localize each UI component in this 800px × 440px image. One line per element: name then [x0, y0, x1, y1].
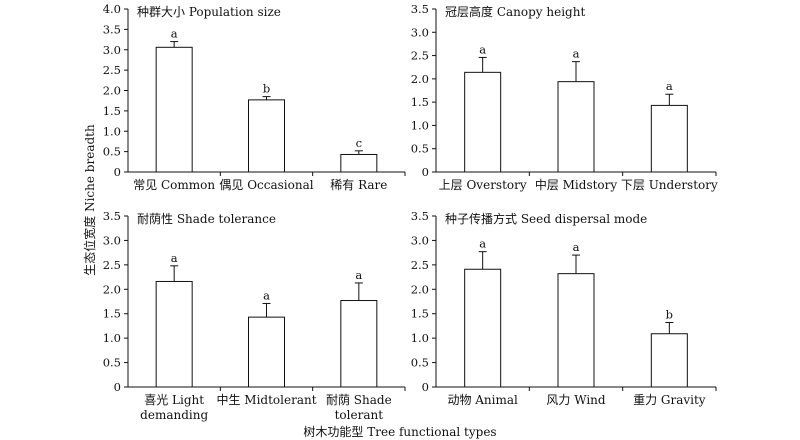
y-tick-label: 0.5 [411, 142, 429, 156]
significance-letter: b [263, 82, 270, 96]
x-tick-label: demanding [140, 408, 208, 422]
bar [155, 46, 193, 173]
y-tick-label: 0.5 [103, 145, 121, 159]
panel-title: 种子传播方式 Seed dispersal mode [445, 211, 647, 226]
bar [248, 99, 285, 173]
bar [557, 81, 595, 173]
y-tick-label: 0 [114, 165, 121, 179]
y-tick-label: 0.5 [103, 356, 121, 370]
x-tick-label: 偶见 Occasional [219, 178, 313, 192]
y-tick-label: 0.5 [411, 356, 429, 370]
significance-letter: a [263, 288, 270, 302]
x-tick-label: 耐荫 Shade [326, 393, 392, 407]
significance-letter: a [573, 47, 580, 61]
x-tick-label: 常见 Common [133, 178, 215, 192]
y-tick-label: 1.5 [411, 95, 429, 109]
y-tick-label: 3.0 [411, 25, 429, 39]
y-tick-label: 3.0 [103, 43, 121, 57]
x-tick-label: 上层 Overstory [439, 178, 527, 192]
y-tick-label: 1.0 [103, 331, 121, 345]
significance-letter: b [666, 308, 673, 322]
x-tick-label: tolerant [335, 408, 384, 422]
y-tick-label: 1.0 [411, 118, 429, 132]
panels-group: 0 0.5 1.0 1.5 2.0 2.5 3.0 3.5 4.0 种群大小 Population… [103, 2, 718, 422]
panel-shade-tolerance: 0 0.5 1.0 1.5 2.0 2.5 3.0 3.5 耐荫性 Shade toleranc… [103, 209, 406, 422]
y-tick-label: 2.5 [411, 49, 429, 63]
shared-x-axis-label: 树木功能型 Tree functional types [303, 424, 496, 439]
bar [155, 280, 193, 388]
y-tick-label: 1.0 [411, 331, 429, 345]
x-tick-label: 中生 Midtolerant [216, 392, 316, 407]
y-tick-label: 2.5 [103, 63, 121, 77]
shared-y-axis-label: 生态位宽度 Niche breadth [82, 124, 97, 276]
y-tick-label: 1.5 [103, 307, 121, 321]
y-tick-label: 3.5 [103, 22, 121, 36]
y-tick-label: 3.0 [411, 233, 429, 247]
bar [340, 300, 378, 388]
y-tick-label: 2.5 [411, 258, 429, 272]
y-tick-label: 2.5 [103, 258, 121, 272]
bar [248, 316, 285, 388]
significance-letter: a [171, 251, 178, 265]
bar [340, 153, 378, 173]
y-tick-label: 0 [114, 380, 121, 394]
x-tick-label: 稀有 Rare [330, 178, 387, 192]
significance-letter: a [666, 79, 673, 93]
panel-seed-dispersal: 0 0.5 1.0 1.5 2.0 2.5 3.0 3.5 种子传播方式 Seed disper… [411, 209, 717, 407]
y-tick-label: 0 [422, 380, 429, 394]
significance-letter: a [479, 237, 486, 251]
x-tick-label: 重力 Gravity [633, 393, 706, 407]
bar [650, 104, 688, 173]
x-tick-label: 风力 Wind [546, 393, 606, 407]
y-tick-label: 3.0 [103, 233, 121, 247]
significance-letter: a [171, 27, 178, 41]
panel-title: 冠层高度 Canopy height [445, 4, 585, 19]
y-tick-label: 4.0 [103, 2, 121, 16]
y-tick-label: 2.0 [103, 282, 121, 296]
y-tick-label: 1.0 [103, 124, 121, 138]
bar [650, 333, 688, 388]
y-tick-label: 2.0 [411, 282, 429, 296]
y-tick-label: 3.5 [103, 209, 121, 223]
y-tick-label: 2.0 [103, 84, 121, 98]
bar [557, 273, 595, 388]
significance-letter: a [573, 240, 580, 254]
y-tick-label: 3.5 [411, 2, 429, 16]
y-tick-label: 3.5 [411, 209, 429, 223]
y-tick-label: 0 [422, 165, 429, 179]
y-tick-label: 2.0 [411, 72, 429, 86]
x-tick-label: 动物 Animal [447, 393, 518, 407]
x-tick-label: 下层 Understory [621, 178, 718, 192]
panel-title: 种群大小 Population size [137, 5, 281, 19]
y-tick-label: 1.5 [411, 307, 429, 321]
x-tick-label: 中层 Midstory [535, 177, 618, 192]
significance-letter: a [355, 268, 362, 282]
bar [464, 268, 502, 388]
y-tick-label: 1.5 [103, 104, 121, 118]
panel-title: 耐荫性 Shade tolerance [137, 212, 276, 226]
panel-canopy-height: 0 0.5 1.0 1.5 2.0 2.5 3.0 3.5 冠层高度 Canopy height… [411, 2, 718, 192]
bar [464, 71, 502, 173]
panel-population-size: 0 0.5 1.0 1.5 2.0 2.5 3.0 3.5 4.0 种群大小 Population… [103, 2, 406, 192]
significance-letter: c [356, 136, 362, 150]
significance-letter: a [479, 42, 486, 56]
x-tick-label: 喜光 Light [144, 393, 204, 407]
